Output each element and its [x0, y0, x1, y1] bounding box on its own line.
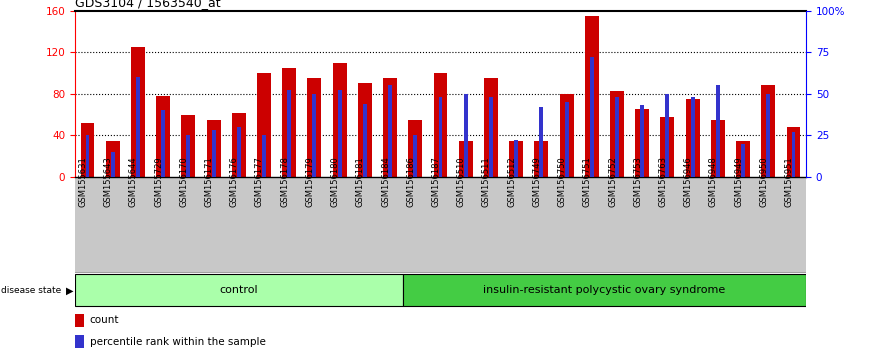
Text: GSM156184: GSM156184: [381, 156, 390, 207]
Bar: [737, 141, 750, 177]
Bar: [75, 335, 84, 348]
Bar: [207, 120, 220, 177]
Text: GSM156750: GSM156750: [558, 156, 566, 207]
Bar: [559, 94, 574, 177]
FancyBboxPatch shape: [75, 274, 403, 306]
Bar: [383, 78, 397, 177]
Bar: [635, 109, 649, 177]
Bar: [439, 97, 442, 177]
Text: GSM156753: GSM156753: [633, 156, 642, 207]
Text: GSM156178: GSM156178: [280, 156, 289, 207]
Bar: [433, 73, 448, 177]
Bar: [766, 94, 770, 177]
Text: GSM156186: GSM156186: [406, 156, 415, 207]
Text: percentile rank within the sample: percentile rank within the sample: [90, 337, 265, 347]
Text: control: control: [219, 285, 258, 295]
Bar: [257, 73, 271, 177]
Text: GSM156180: GSM156180: [330, 156, 340, 207]
Bar: [711, 120, 725, 177]
Text: GSM156512: GSM156512: [507, 156, 516, 207]
Bar: [287, 91, 291, 177]
Bar: [665, 94, 670, 177]
Bar: [661, 117, 674, 177]
Text: GSM156179: GSM156179: [306, 156, 315, 207]
Bar: [741, 144, 745, 177]
Bar: [106, 141, 120, 177]
Bar: [237, 127, 241, 177]
Text: GSM156752: GSM156752: [608, 156, 617, 207]
Bar: [590, 57, 594, 177]
Text: GSM156510: GSM156510: [456, 156, 466, 207]
Bar: [484, 78, 498, 177]
Bar: [640, 105, 644, 177]
Bar: [413, 135, 418, 177]
Bar: [691, 97, 694, 177]
Text: ▶: ▶: [66, 285, 74, 295]
Bar: [85, 135, 90, 177]
Bar: [80, 123, 94, 177]
Text: GSM156949: GSM156949: [734, 156, 743, 207]
Text: GSM156171: GSM156171: [204, 156, 213, 207]
Bar: [463, 94, 468, 177]
Bar: [685, 99, 700, 177]
Bar: [282, 68, 296, 177]
Bar: [535, 141, 548, 177]
Text: GSM155643: GSM155643: [104, 156, 113, 207]
Text: GSM156763: GSM156763: [658, 156, 668, 207]
Text: GSM156950: GSM156950: [759, 156, 768, 207]
Bar: [509, 141, 523, 177]
Bar: [610, 91, 624, 177]
Bar: [409, 120, 422, 177]
Text: GDS3104 / 1563540_at: GDS3104 / 1563540_at: [75, 0, 220, 10]
Bar: [111, 152, 115, 177]
Bar: [187, 135, 190, 177]
Bar: [389, 85, 392, 177]
Text: disease state: disease state: [1, 286, 61, 295]
FancyBboxPatch shape: [403, 274, 806, 306]
Bar: [358, 84, 372, 177]
Text: GSM156751: GSM156751: [583, 156, 592, 207]
Text: GSM155631: GSM155631: [78, 156, 87, 207]
Bar: [161, 110, 165, 177]
Bar: [489, 97, 492, 177]
Bar: [761, 85, 775, 177]
Bar: [565, 102, 568, 177]
Bar: [337, 91, 342, 177]
Text: GSM156177: GSM156177: [255, 156, 264, 207]
Bar: [515, 141, 518, 177]
Bar: [181, 115, 196, 177]
Text: insulin-resistant polycystic ovary syndrome: insulin-resistant polycystic ovary syndr…: [484, 285, 726, 295]
Text: GSM156946: GSM156946: [684, 156, 692, 207]
Text: GSM156176: GSM156176: [230, 156, 239, 207]
Text: GSM155729: GSM155729: [154, 156, 163, 207]
Bar: [585, 16, 599, 177]
Bar: [333, 63, 346, 177]
Text: GSM156951: GSM156951: [784, 156, 794, 207]
Bar: [307, 78, 322, 177]
Bar: [313, 94, 316, 177]
Text: GSM155644: GSM155644: [129, 156, 138, 207]
Bar: [156, 96, 170, 177]
Bar: [75, 314, 84, 327]
Bar: [791, 132, 796, 177]
Text: GSM156948: GSM156948: [709, 156, 718, 207]
Bar: [363, 104, 366, 177]
Text: GSM156511: GSM156511: [482, 156, 491, 207]
Text: GSM156187: GSM156187: [432, 156, 440, 207]
Bar: [787, 127, 801, 177]
Bar: [262, 135, 266, 177]
Bar: [459, 141, 472, 177]
Text: GSM156170: GSM156170: [180, 156, 189, 207]
Bar: [131, 47, 144, 177]
Bar: [539, 107, 544, 177]
Bar: [232, 113, 246, 177]
Text: GSM156749: GSM156749: [532, 156, 541, 207]
Bar: [716, 85, 720, 177]
Text: GSM156181: GSM156181: [356, 156, 365, 207]
Text: count: count: [90, 315, 119, 325]
Bar: [211, 130, 216, 177]
Bar: [136, 77, 140, 177]
Bar: [615, 97, 619, 177]
